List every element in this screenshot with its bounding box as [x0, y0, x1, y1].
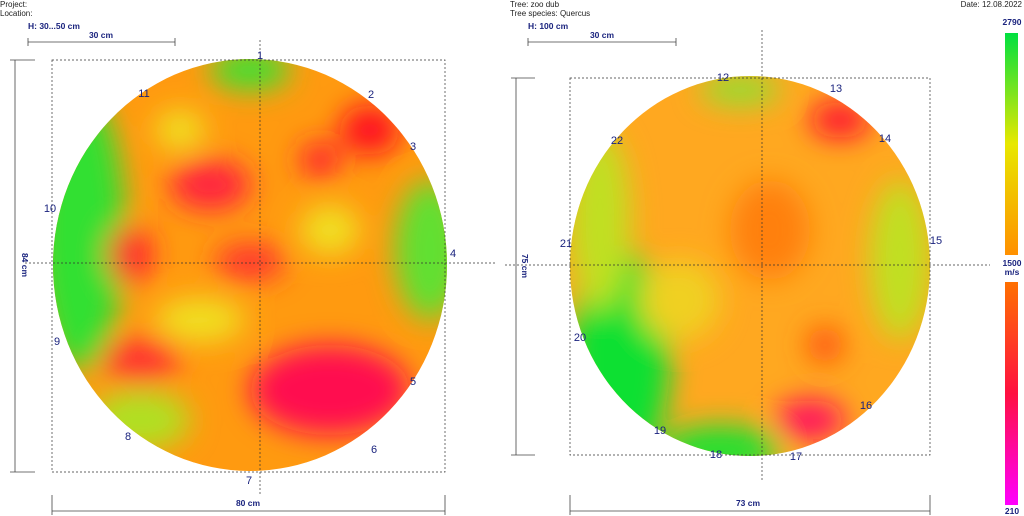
sensor-label: 15: [930, 235, 942, 247]
depth-label: 84 cm: [20, 253, 30, 278]
sensor-label: 5: [410, 376, 416, 388]
scale-label: 30 cm: [590, 30, 615, 40]
sensor-label: 8: [125, 431, 131, 443]
sensor-label: 3: [410, 141, 416, 153]
legend-max: 2790: [1003, 17, 1022, 27]
project: Project:: [0, 0, 27, 9]
tree: Tree: zoo dub: [510, 0, 560, 9]
sensor-label: 10: [44, 203, 56, 215]
sensor-label: 20: [574, 332, 586, 344]
sensor-label: 17: [790, 451, 802, 463]
depth-label: 75 cm: [520, 254, 530, 279]
sensor-label: 11: [138, 88, 149, 100]
sensor-label: 18: [710, 449, 722, 461]
sensor-label: 16: [860, 400, 872, 412]
legend-bar: [1005, 282, 1018, 505]
sensor-label: 19: [654, 425, 666, 437]
sensor-label: 9: [54, 336, 60, 348]
sensor-label: 1: [257, 50, 263, 62]
height-label: H: 100 cm: [528, 21, 569, 31]
date: Date: 12.08.2022: [961, 0, 1023, 9]
legend-min: 210: [1005, 506, 1019, 516]
sensor-label: 2: [368, 89, 374, 101]
tomogram-1: [53, 59, 447, 471]
width-label: 73 cm: [736, 498, 761, 508]
height-label: H: 30...50 cm: [28, 21, 80, 31]
sensor-label: 22: [611, 135, 623, 147]
sensor-label: 13: [830, 83, 842, 95]
sensor-label: 4: [450, 248, 456, 260]
sensor-label: 12: [717, 72, 729, 84]
tomogram-2: [570, 76, 930, 456]
sensor-label: 6: [371, 444, 377, 456]
legend-unit: m/s: [1005, 267, 1020, 277]
sensor-label: 21: [560, 238, 572, 250]
location: Location:: [0, 9, 32, 18]
scale-label: 30 cm: [89, 30, 114, 40]
sensor-label: 14: [879, 133, 891, 145]
frames: [10, 30, 990, 515]
legend-bar: [1005, 33, 1018, 255]
legend-mid: 1500: [1003, 258, 1022, 268]
width-label: 80 cm: [236, 498, 261, 508]
species: Tree species: Quercus: [510, 9, 590, 18]
sensor-label: 7: [246, 475, 252, 487]
legend: 2790 1500 m/s 210: [1003, 17, 1022, 516]
